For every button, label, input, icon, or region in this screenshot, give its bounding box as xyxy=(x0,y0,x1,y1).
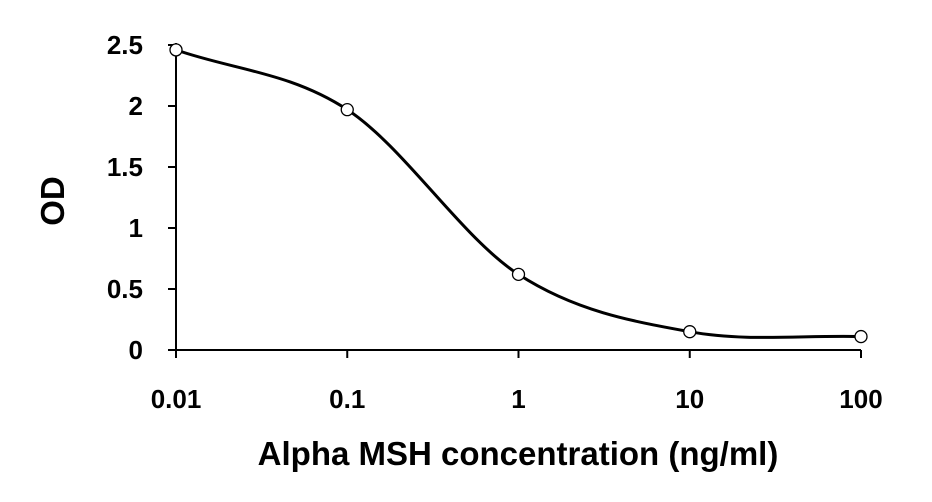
curve-layer xyxy=(175,48,862,339)
y-tick-label: 2.5 xyxy=(107,30,143,60)
x-tick-label: 0.1 xyxy=(329,384,365,414)
y-tick-label: 0.5 xyxy=(107,274,143,304)
labels-layer: Alpha MSH concentration (ng/ml) OD 0 0.5 1… xyxy=(34,30,883,472)
points-layer xyxy=(169,43,868,344)
data-point xyxy=(340,103,354,117)
data-point xyxy=(169,43,183,57)
x-tick-label: 100 xyxy=(839,384,882,414)
y-axis-title: OD xyxy=(34,176,71,226)
data-point xyxy=(683,325,697,339)
data-point xyxy=(854,329,868,344)
x-tick-label: 10 xyxy=(675,384,704,414)
x-axis-title: Alpha MSH concentration (ng/ml) xyxy=(258,435,779,472)
y-tick-label: 0 xyxy=(129,335,143,365)
x-tick-label: 0.01 xyxy=(151,384,202,414)
axes xyxy=(168,43,862,358)
y-tick-label: 1 xyxy=(129,213,143,243)
x-tick-label: 1 xyxy=(511,384,525,414)
series-line xyxy=(175,48,862,339)
y-tick-label: 1.5 xyxy=(107,152,143,182)
y-tick-label: 2 xyxy=(129,91,143,121)
data-point xyxy=(511,267,526,282)
